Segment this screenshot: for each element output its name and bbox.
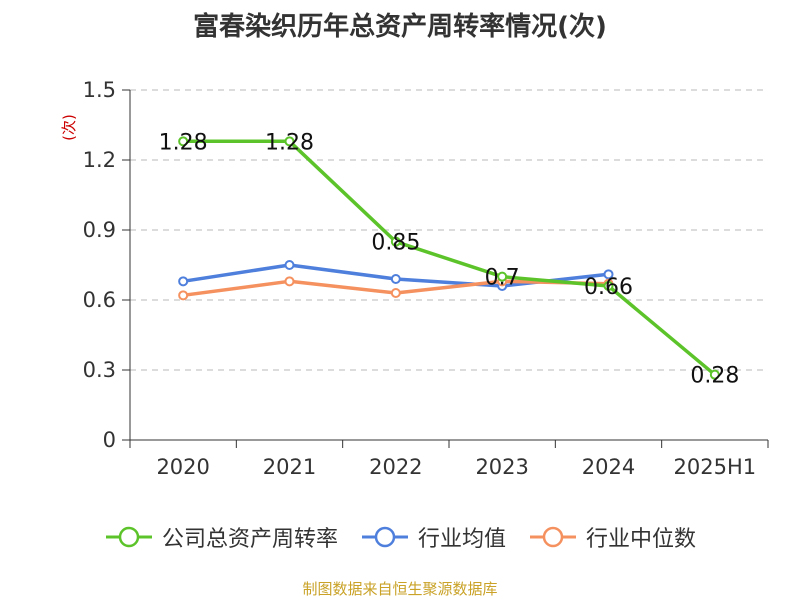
y-tick-label: 1.5 bbox=[83, 78, 116, 102]
chart-title: 富春染织历年总资产周转率情况(次) bbox=[193, 12, 607, 42]
legend-item-1[interactable]: 行业均值 bbox=[360, 521, 506, 553]
data-label: 1.28 bbox=[159, 130, 208, 155]
series-point-2 bbox=[390, 288, 401, 298]
x-tick-label: 2022 bbox=[369, 455, 422, 479]
chart-legend: 公司总资产周转率 行业均值 行业中位数 bbox=[0, 520, 800, 554]
series-point-1 bbox=[390, 274, 401, 284]
y-tick-label: 1.2 bbox=[83, 148, 116, 172]
legend-line-circle-icon bbox=[530, 526, 576, 548]
data-label: 0.28 bbox=[690, 364, 739, 389]
y-tick-label: 0.9 bbox=[83, 218, 116, 242]
series-point-2 bbox=[284, 276, 295, 287]
legend-line-circle-icon bbox=[361, 526, 408, 548]
y-axis-label: (次) bbox=[60, 114, 78, 141]
y-tick-label: 0.3 bbox=[83, 358, 116, 382]
series-point-0 bbox=[178, 136, 189, 147]
x-tick-label: 2025H1 bbox=[674, 455, 757, 479]
legend-label: 公司总资产周转率 bbox=[161, 527, 338, 552]
series-point-2 bbox=[178, 290, 189, 301]
data-label: 0.85 bbox=[371, 231, 420, 256]
data-label: 0.66 bbox=[584, 275, 633, 300]
legend-label: 行业中位数 bbox=[586, 527, 697, 552]
series-point-1 bbox=[284, 260, 295, 270]
y-tick-label: 0 bbox=[103, 428, 116, 452]
series-point-0 bbox=[497, 271, 508, 282]
series-point-0 bbox=[284, 136, 295, 147]
source-note: 制图数据来自恒生聚源数据库 bbox=[302, 580, 498, 598]
data-label: 0.7 bbox=[485, 266, 520, 291]
legend-item-2[interactable]: 行业中位数 bbox=[528, 521, 696, 553]
x-tick-label: 2021 bbox=[263, 455, 316, 479]
series-point-1 bbox=[178, 276, 189, 287]
legend-item-0[interactable]: 公司总资产周转率 bbox=[104, 521, 338, 553]
legend-line-circle-icon bbox=[105, 526, 152, 548]
series-point-1 bbox=[603, 269, 614, 280]
x-tick-label: 2023 bbox=[475, 455, 528, 479]
series-point-0 bbox=[603, 281, 614, 291]
series-point-0 bbox=[709, 369, 720, 380]
series-point-0 bbox=[390, 236, 401, 247]
x-tick-label: 2020 bbox=[156, 455, 209, 479]
data-label: 1.28 bbox=[265, 130, 314, 155]
legend-label: 行业均值 bbox=[417, 527, 506, 552]
y-tick-label: 0.6 bbox=[83, 288, 116, 312]
x-tick-label: 2024 bbox=[582, 455, 635, 479]
series-line-0 bbox=[183, 139, 716, 377]
